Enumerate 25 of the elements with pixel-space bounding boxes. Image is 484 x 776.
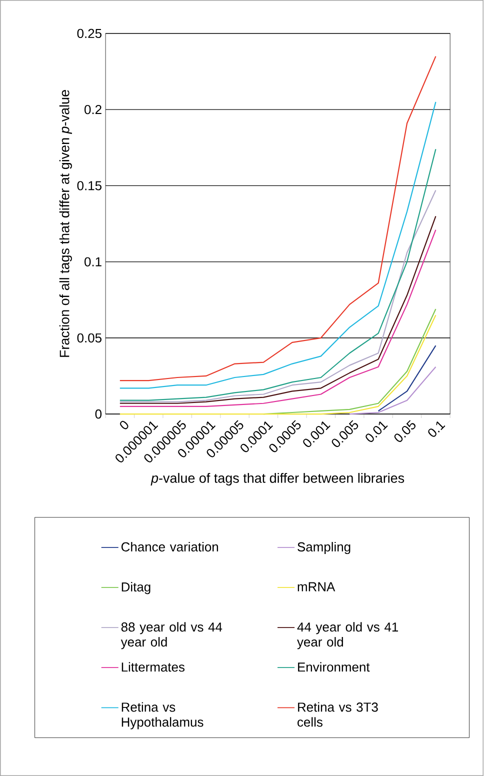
x-tick-label: 0.1 [428, 421, 446, 437]
legend-label: Environment [298, 662, 370, 672]
y-tick-label: 0.25 [78, 28, 102, 38]
y-axis-title: Fraction of all tags that differ at given p-value [60, 90, 72, 357]
legend-label: Chance variation [122, 542, 218, 552]
legend-label: Retina vs Hypothalamus [122, 702, 204, 730]
x-axis-title: p-value of tags that differ between libraries [150, 472, 404, 486]
legend-label: Littermates [122, 662, 185, 672]
legend-label: Ditag [122, 582, 151, 594]
legend-label: Retina vs 3T3 cells [298, 702, 378, 727]
y-tick-label: 0.1 [84, 257, 102, 266]
legend-label: mRNA [298, 582, 336, 592]
legend-label: 88 year old vs 44 year old [121, 622, 222, 650]
y-tick-label: 0.05 [78, 333, 102, 343]
x-tick-label: 0.05 [394, 420, 416, 442]
legend-label: 44 year old vs 41 year old [297, 622, 398, 650]
line-series [120, 148, 437, 401]
legend-label: Sampling [298, 542, 350, 554]
y-tick-label: 0.2 [84, 104, 102, 114]
y-tick-label: 0 [96, 409, 102, 419]
line-series [120, 101, 437, 389]
y-tick-label: 0.15 [78, 181, 102, 190]
line-series [349, 366, 437, 415]
line-series [120, 56, 437, 382]
x-tick-label: 0.01 [366, 421, 388, 442]
